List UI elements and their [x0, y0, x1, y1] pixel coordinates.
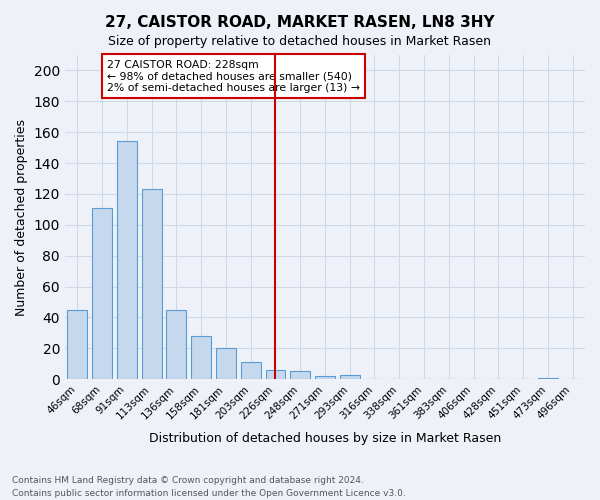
Bar: [241, 362, 260, 379]
Bar: [92, 208, 112, 379]
Bar: [266, 370, 286, 379]
Bar: [216, 348, 236, 379]
Bar: [315, 376, 335, 379]
Bar: [290, 372, 310, 379]
Bar: [142, 190, 161, 379]
Text: Contains HM Land Registry data © Crown copyright and database right 2024.: Contains HM Land Registry data © Crown c…: [12, 476, 364, 485]
X-axis label: Distribution of detached houses by size in Market Rasen: Distribution of detached houses by size …: [149, 432, 501, 445]
Y-axis label: Number of detached properties: Number of detached properties: [15, 118, 28, 316]
Text: 27, CAISTOR ROAD, MARKET RASEN, LN8 3HY: 27, CAISTOR ROAD, MARKET RASEN, LN8 3HY: [105, 15, 495, 30]
Text: Contains public sector information licensed under the Open Government Licence v3: Contains public sector information licen…: [12, 488, 406, 498]
Text: Size of property relative to detached houses in Market Rasen: Size of property relative to detached ho…: [109, 35, 491, 48]
Bar: [67, 310, 87, 379]
Bar: [191, 336, 211, 379]
Text: 27 CAISTOR ROAD: 228sqm
← 98% of detached houses are smaller (540)
2% of semi-de: 27 CAISTOR ROAD: 228sqm ← 98% of detache…: [107, 60, 360, 93]
Bar: [538, 378, 558, 379]
Bar: [166, 310, 186, 379]
Bar: [117, 142, 137, 379]
Bar: [340, 374, 359, 379]
